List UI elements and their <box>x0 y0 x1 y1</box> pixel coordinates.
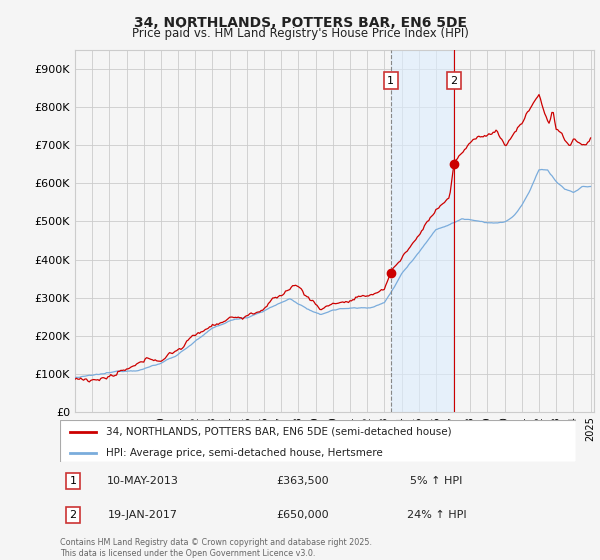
Text: HPI: Average price, semi-detached house, Hertsmere: HPI: Average price, semi-detached house,… <box>106 448 383 458</box>
Text: 24% ↑ HPI: 24% ↑ HPI <box>407 510 466 520</box>
Text: £363,500: £363,500 <box>276 476 329 486</box>
Text: Price paid vs. HM Land Registry's House Price Index (HPI): Price paid vs. HM Land Registry's House … <box>131 27 469 40</box>
Text: 10-MAY-2013: 10-MAY-2013 <box>107 476 178 486</box>
Text: Contains HM Land Registry data © Crown copyright and database right 2025.
This d: Contains HM Land Registry data © Crown c… <box>60 538 372 558</box>
Text: 5% ↑ HPI: 5% ↑ HPI <box>410 476 463 486</box>
Text: £650,000: £650,000 <box>276 510 329 520</box>
Text: 2: 2 <box>70 510 76 520</box>
Text: 1: 1 <box>387 76 394 86</box>
Text: 34, NORTHLANDS, POTTERS BAR, EN6 5DE (semi-detached house): 34, NORTHLANDS, POTTERS BAR, EN6 5DE (se… <box>106 427 452 437</box>
Text: 19-JAN-2017: 19-JAN-2017 <box>107 510 178 520</box>
Text: 1: 1 <box>70 476 76 486</box>
Bar <box>391 50 454 412</box>
Text: 2: 2 <box>450 76 457 86</box>
Text: 34, NORTHLANDS, POTTERS BAR, EN6 5DE: 34, NORTHLANDS, POTTERS BAR, EN6 5DE <box>133 16 467 30</box>
